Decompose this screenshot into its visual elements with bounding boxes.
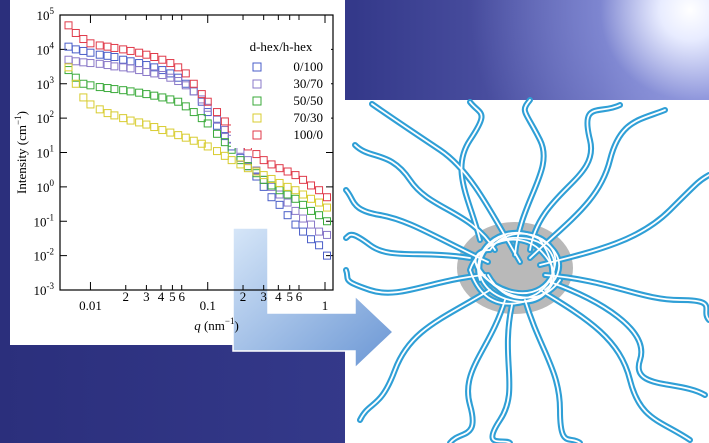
y-tick-exponent: 4 [50, 40, 55, 50]
x-tick-label: 4 [275, 289, 282, 304]
x-tick-label: 5 [286, 289, 293, 304]
x-tick-label: 5 [169, 289, 176, 304]
x-tick-label: 3 [143, 289, 150, 304]
y-axis-label-sup: −1 [13, 115, 23, 125]
y-axis-label-text: Intensity (cm [14, 125, 29, 194]
x-axis-label-text: (nm [201, 318, 225, 333]
y-tick-exponent: 1 [50, 144, 55, 154]
y-tick-base: 10 [34, 283, 47, 298]
x-axis-label-end: ) [234, 318, 238, 333]
x-tick-label: 2 [240, 289, 247, 304]
x-tick-label: 1 [322, 298, 329, 313]
y-tick-exponent: -1 [47, 212, 55, 222]
y-tick-base: 10 [37, 111, 50, 126]
page: 10-310-210-11001011021031041050.01234560… [0, 0, 709, 443]
y-tick-base: 10 [37, 8, 50, 23]
y-tick-exponent: 0 [50, 178, 55, 188]
x-tick-label: 3 [260, 289, 267, 304]
y-tick-base: 10 [34, 249, 47, 264]
x-tick-label: 2 [123, 289, 130, 304]
legend-label: 100/0 [293, 127, 323, 142]
legend-label: 70/30 [293, 110, 323, 125]
y-tick-exponent: 3 [50, 75, 55, 85]
figure: 10-310-210-11001011021031041050.01234560… [0, 0, 709, 443]
x-tick-label: 6 [178, 289, 185, 304]
x-tick-label: 4 [158, 289, 165, 304]
legend-label: 0/100 [293, 59, 323, 74]
y-tick-base: 10 [37, 77, 50, 92]
y-tick-base: 10 [37, 180, 50, 195]
legend-label: 30/70 [293, 76, 323, 91]
legend-title: d-hex/h-hex [250, 39, 313, 54]
y-tick-base: 10 [37, 146, 50, 161]
x-tick-label: 6 [296, 289, 303, 304]
x-axis-label-sup: −1 [225, 316, 235, 326]
y-tick-exponent: 5 [50, 6, 55, 16]
y-axis-label-end: ) [14, 111, 29, 115]
y-tick-base: 10 [34, 214, 47, 229]
y-tick-exponent: -2 [47, 247, 55, 257]
legend-label: 50/50 [293, 93, 323, 108]
x-tick-label: 0.1 [200, 298, 216, 313]
y-tick-exponent: 2 [50, 109, 55, 119]
y-tick-base: 10 [37, 42, 50, 57]
x-tick-label: 0.01 [79, 298, 102, 313]
y-tick-exponent: -3 [47, 281, 55, 291]
